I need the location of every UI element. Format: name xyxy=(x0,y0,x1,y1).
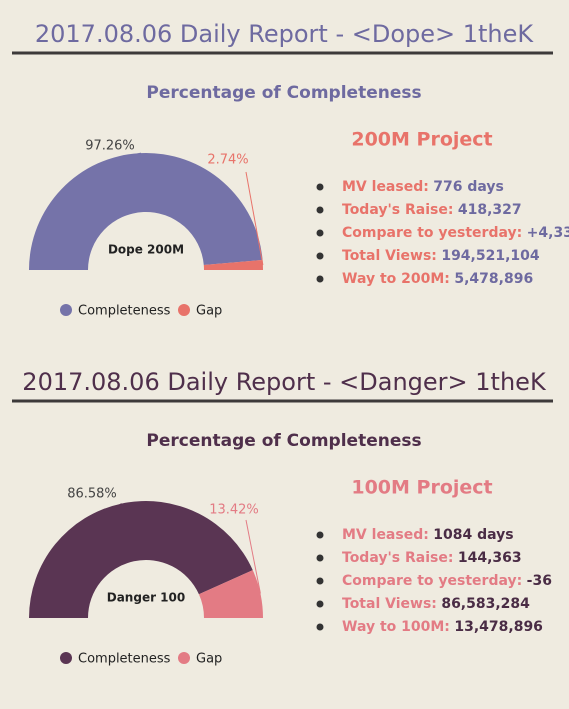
stat-line: Total Views: 86,583,284 xyxy=(342,596,530,612)
stat-label: Today's Raise: xyxy=(342,550,453,566)
legend-swatch xyxy=(178,652,190,664)
stat-line: Compare to yesterday: -36 xyxy=(342,573,552,589)
legend-swatch xyxy=(60,652,72,664)
stat-label: MV leased: xyxy=(342,179,429,195)
stat-line: Compare to yesterday: +4,336 xyxy=(342,225,569,241)
bullet xyxy=(316,206,324,214)
stat-label: Way to 200M: xyxy=(342,271,450,287)
chart-title: Percentage of Completeness xyxy=(146,83,421,103)
stat-value: 1084 days xyxy=(433,527,513,543)
center-label: Dope 200M xyxy=(108,243,184,257)
bullet xyxy=(316,531,324,539)
stat-label: Compare to yesterday: xyxy=(342,225,522,241)
legend-swatch xyxy=(60,304,72,316)
stat-label: MV leased: xyxy=(342,527,429,543)
chart-title: Percentage of Completeness xyxy=(146,431,421,451)
bullet xyxy=(316,554,324,562)
stat-line: MV leased: 776 days xyxy=(342,179,504,195)
bullet xyxy=(316,275,324,283)
stat-line: Way to 100M: 13,478,896 xyxy=(342,619,543,635)
stat-value: 194,521,104 xyxy=(441,248,540,264)
bullet xyxy=(316,600,324,608)
report-header: 2017.08.06 Daily Report - <Dope> 1theK xyxy=(35,20,535,48)
legend-label: Gap xyxy=(196,652,222,667)
stat-line: MV leased: 1084 days xyxy=(342,527,514,543)
bullet xyxy=(316,252,324,260)
stat-value: -36 xyxy=(527,573,552,589)
stat-value: 5,478,896 xyxy=(454,271,533,287)
stat-label: Total Views: xyxy=(342,248,437,264)
stat-line: Today's Raise: 418,327 xyxy=(342,202,522,218)
project-title: 200M Project xyxy=(351,129,492,151)
stat-value: 13,478,896 xyxy=(454,619,543,635)
stat-line: Total Views: 194,521,104 xyxy=(342,248,540,264)
leader-line xyxy=(245,171,264,266)
bullet xyxy=(316,229,324,237)
stat-label: Total Views: xyxy=(342,596,437,612)
value-label: 2.74% xyxy=(207,153,248,168)
stat-line: Way to 200M: 5,478,896 xyxy=(342,271,533,287)
stat-line: Today's Raise: 144,363 xyxy=(342,550,522,566)
legend-label: Completeness xyxy=(78,304,171,319)
leader-line xyxy=(245,519,261,594)
value-label: 97.26% xyxy=(85,139,135,154)
stat-value: 418,327 xyxy=(458,202,522,218)
bullet xyxy=(316,623,324,631)
stat-label: Way to 100M: xyxy=(342,619,450,635)
stat-value: 776 days xyxy=(433,179,504,195)
bullet xyxy=(316,183,324,191)
value-label: 13.42% xyxy=(209,503,259,518)
leader-line xyxy=(127,152,142,157)
stat-label: Today's Raise: xyxy=(342,202,453,218)
bullet xyxy=(316,577,324,585)
leader-line xyxy=(117,503,122,507)
donut-segment xyxy=(198,570,263,618)
donut-segment xyxy=(29,152,263,270)
legend-label: Gap xyxy=(196,304,222,319)
legend-label: Completeness xyxy=(78,652,171,667)
project-title: 100M Project xyxy=(351,477,492,499)
value-label: 86.58% xyxy=(67,487,117,502)
center-label: Danger 100 xyxy=(107,591,185,605)
legend-swatch xyxy=(178,304,190,316)
donut-segment xyxy=(203,259,263,270)
stat-value: +4,336 xyxy=(527,225,569,241)
report-header: 2017.08.06 Daily Report - <Danger> 1theK xyxy=(22,368,547,396)
stat-value: 86,583,284 xyxy=(441,596,530,612)
stat-value: 144,363 xyxy=(458,550,522,566)
stat-label: Compare to yesterday: xyxy=(342,573,522,589)
donut-segment xyxy=(29,501,253,618)
